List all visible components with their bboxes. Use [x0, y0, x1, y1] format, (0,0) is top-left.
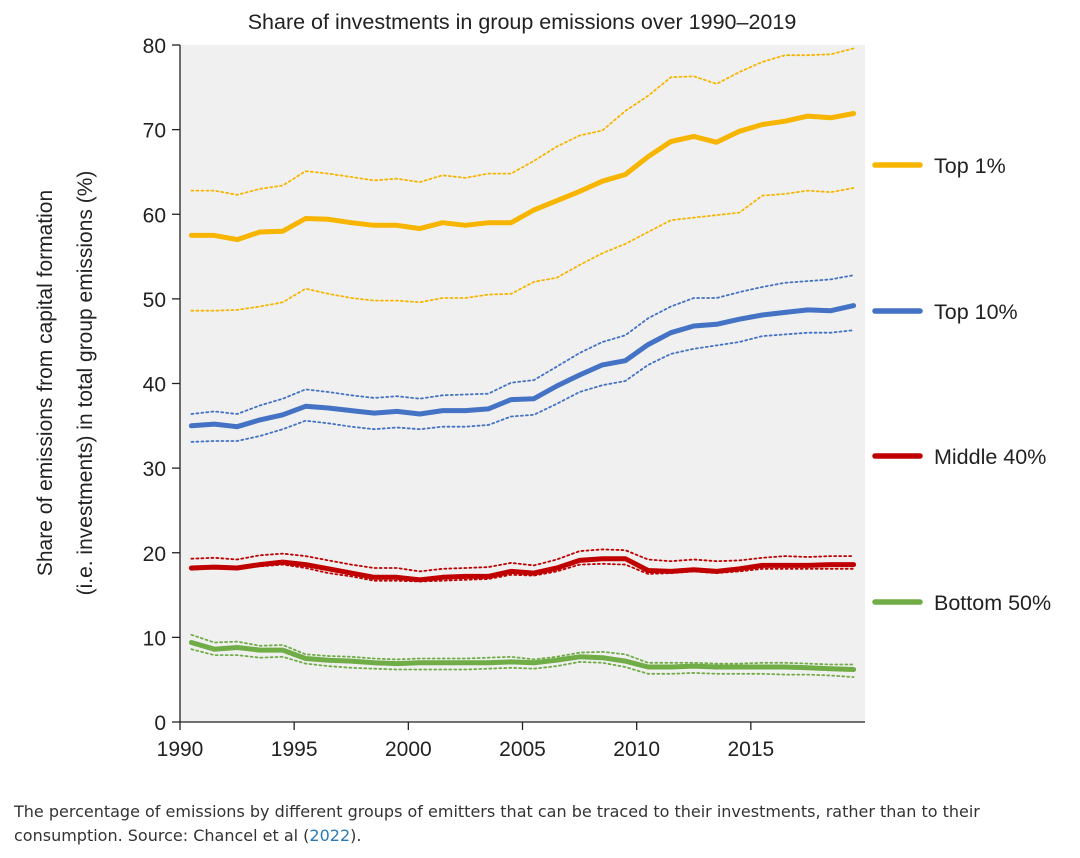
x-tick-label: 2005	[499, 738, 546, 761]
y-tick-label: 0	[154, 712, 166, 735]
y-tick-label: 60	[143, 204, 166, 227]
y-tick-label: 30	[143, 458, 166, 481]
y-tick-label: 10	[143, 627, 166, 650]
y-tick-label: 70	[143, 120, 166, 143]
middle-40-upper-bound-line	[190, 548, 855, 573]
x-axis-ticks: 1990 1995 2000 2005 2010 2015	[157, 722, 774, 761]
top-10-upper-bound-line	[190, 274, 855, 415]
top-1-lower-bound-line	[190, 187, 855, 312]
bottom-50-lower-bound-line	[190, 648, 855, 678]
y-axis-label-line-2: (i.e. investments) in total group emissi…	[74, 171, 97, 596]
bottom-50-upper-bound-line	[190, 633, 855, 666]
legend-label-bottom-50: Bottom 50%	[934, 591, 1051, 615]
x-tick-label: 2010	[613, 738, 660, 761]
y-tick-label: 50	[143, 289, 166, 312]
top-10-series-line	[188, 303, 857, 430]
middle-40-series-line	[188, 556, 857, 583]
caption-text-end: ).	[350, 826, 362, 845]
legend-label-top-10: Top 10%	[934, 300, 1018, 324]
series-lines	[188, 111, 857, 672]
caption-text: The percentage of emissions by different…	[14, 802, 980, 845]
x-tick-label: 2015	[727, 738, 774, 761]
top-10-lower-bound-line	[190, 329, 855, 443]
x-tick-label: 1990	[157, 738, 204, 761]
plot-area	[180, 45, 865, 722]
y-axis-label: Share of emissions from capital formatio…	[34, 171, 97, 596]
top-1-series-line	[188, 111, 857, 243]
investment-share-chart: Share of investments in group emissions …	[34, 10, 1051, 761]
top-1-upper-bound-line	[190, 47, 855, 196]
caption-source-link[interactable]: 2022	[309, 826, 351, 845]
y-tick-label: 80	[143, 35, 166, 58]
figure-caption: The percentage of emissions by different…	[14, 800, 1054, 848]
middle-40-lower-bound-line	[190, 562, 855, 583]
chart-title: Share of investments in group emissions …	[248, 10, 797, 34]
bottom-50-series-line	[188, 640, 857, 672]
legend-label-middle-40: Middle 40%	[934, 445, 1046, 469]
y-axis-label-line-1: Share of emissions from capital formatio…	[34, 190, 57, 576]
x-tick-label: 2000	[385, 738, 432, 761]
legend-label-top-1: Top 1%	[934, 154, 1006, 178]
y-axis-ticks: 0 10 20 30 40 50 60 70 80	[143, 35, 180, 735]
y-tick-label: 40	[143, 374, 166, 397]
x-tick-label: 1995	[271, 738, 318, 761]
legend: Top 1% Top 10% Middle 40% Bottom 50%	[872, 154, 1051, 615]
uncertainty-bands	[190, 47, 855, 678]
y-tick-label: 20	[143, 543, 166, 566]
